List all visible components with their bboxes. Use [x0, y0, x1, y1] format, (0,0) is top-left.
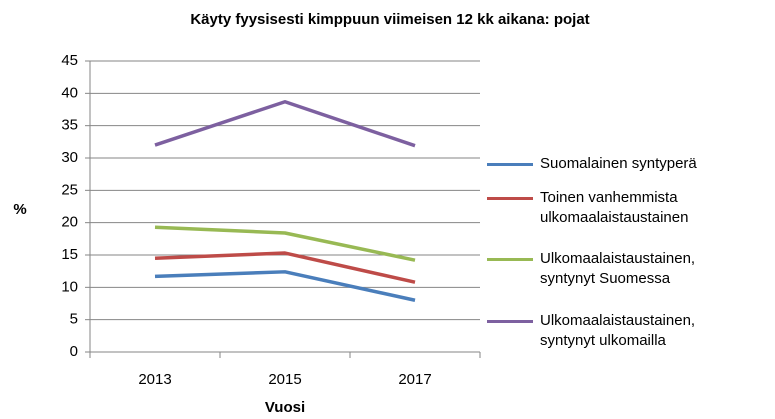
series-line [154, 270, 416, 302]
legend-swatch [487, 258, 533, 261]
y-tick-label: 20 [61, 214, 78, 231]
series-line [154, 225, 416, 262]
legend-label: Toinen vanhemmista ulkomaalaistaustainen [540, 189, 689, 226]
y-tick-label: 10 [61, 278, 78, 295]
y-tick-label: 0 [70, 343, 78, 360]
legend-swatch [487, 197, 533, 200]
chart-title: Käyty fyysisesti kimppuun viimeisen 12 k… [190, 11, 589, 28]
y-tick-label: 5 [70, 311, 78, 328]
series-line [154, 99, 416, 148]
y-axis-label: % [13, 201, 26, 218]
y-tick-label: 45 [61, 52, 78, 69]
legend-label: Ulkomaalaistaustainen, syntynyt ulkomail… [540, 312, 696, 349]
legend-entry: Ulkomaalaistaustainen, syntynyt ulkomail… [487, 311, 702, 351]
legend-label: Ulkomaalaistaustainen, syntynyt Suomessa [540, 250, 696, 287]
x-tick-label: 2015 [268, 371, 301, 388]
legend-entry: Toinen vanhemmista ulkomaalaistaustainen [487, 188, 702, 228]
x-tick-label: 2013 [138, 371, 171, 388]
series-line [154, 251, 416, 284]
legend-entry: Suomalainen syntyperä [487, 154, 702, 174]
y-tick-label: 30 [61, 149, 78, 166]
y-tick-label: 15 [61, 246, 78, 263]
legend-swatch [487, 163, 533, 166]
y-tick-label: 35 [61, 117, 78, 134]
x-tick-label: 2017 [398, 371, 431, 388]
y-tick-label: 25 [61, 181, 78, 198]
y-tick-label: 40 [61, 84, 78, 101]
legend-swatch [487, 320, 533, 323]
legend-entry: Ulkomaalaistaustainen, syntynyt Suomessa [487, 249, 702, 289]
x-axis-label: Vuosi [265, 399, 305, 416]
legend-label: Suomalainen syntyperä [540, 155, 697, 172]
